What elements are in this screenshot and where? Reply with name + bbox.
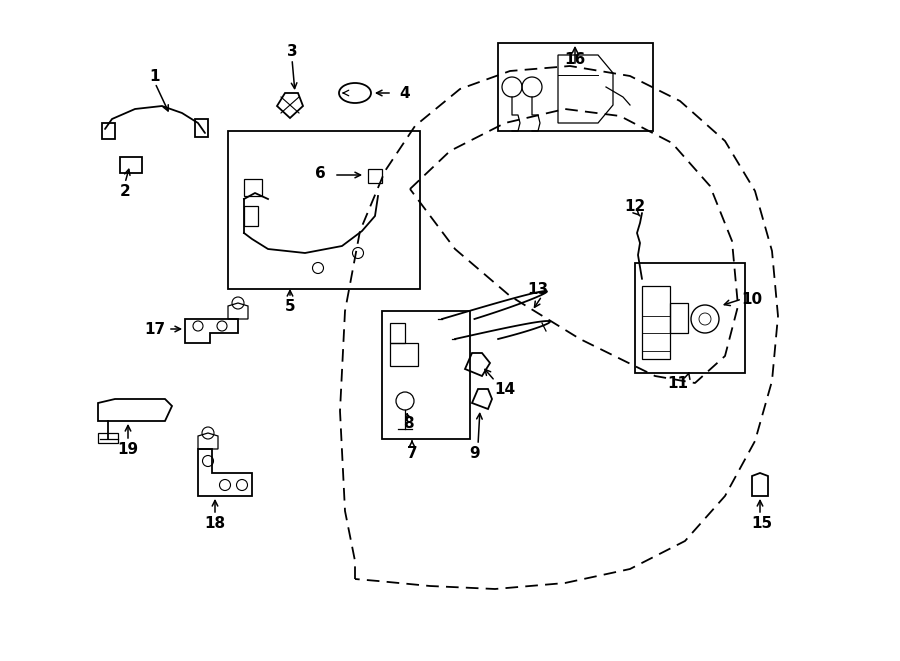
Text: 4: 4 — [400, 85, 410, 100]
Text: 5: 5 — [284, 299, 295, 313]
Text: 15: 15 — [752, 516, 772, 531]
Text: 3: 3 — [287, 44, 297, 59]
Bar — [382, 311, 470, 439]
Text: 8: 8 — [402, 416, 413, 430]
Bar — [228, 131, 420, 289]
Text: 7: 7 — [407, 446, 418, 461]
Text: 10: 10 — [742, 292, 762, 307]
Text: 11: 11 — [668, 375, 688, 391]
Text: 13: 13 — [527, 282, 549, 297]
Text: 9: 9 — [470, 446, 481, 461]
Bar — [498, 43, 653, 131]
Text: 2: 2 — [120, 184, 130, 198]
Text: 19: 19 — [117, 442, 139, 457]
Text: 6: 6 — [315, 165, 326, 180]
Text: 16: 16 — [564, 52, 586, 67]
Text: 1: 1 — [149, 69, 160, 83]
Text: 14: 14 — [494, 381, 516, 397]
Text: 17: 17 — [144, 321, 166, 336]
Text: 18: 18 — [204, 516, 226, 531]
Text: 12: 12 — [625, 198, 645, 214]
Bar — [635, 263, 745, 373]
